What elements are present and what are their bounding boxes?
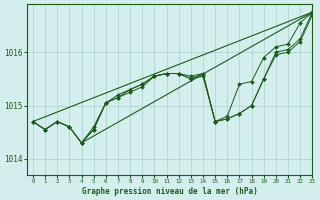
X-axis label: Graphe pression niveau de la mer (hPa): Graphe pression niveau de la mer (hPa) bbox=[82, 187, 258, 196]
